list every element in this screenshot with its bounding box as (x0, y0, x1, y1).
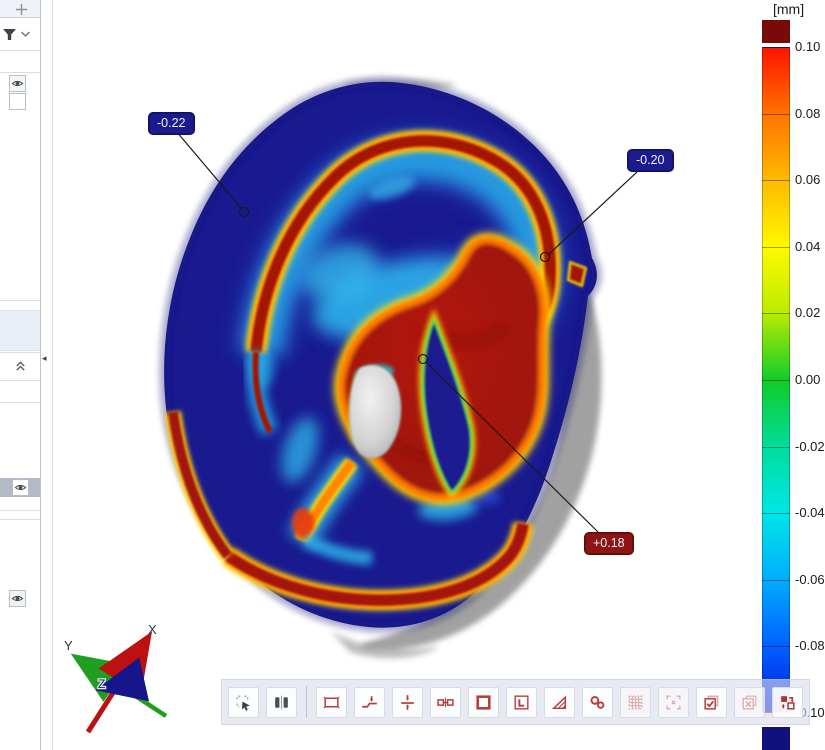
filter-dropdown-caret-icon[interactable] (21, 31, 30, 37)
viewport-divider (52, 0, 53, 750)
visibility-toggle[interactable] (9, 75, 26, 92)
legend-tick-label: 0.02 (795, 305, 821, 321)
rectangle-frame-button[interactable] (316, 686, 347, 718)
legend-unit-label: [mm] (773, 1, 805, 17)
legend-tick-line (762, 646, 790, 648)
thick-frame-button[interactable] (468, 686, 499, 718)
label-fit-arrows-button[interactable] (392, 686, 423, 718)
visibility-toggle[interactable] (11, 479, 29, 496)
add-button[interactable] (13, 1, 29, 17)
color-scale-legend: [mm] 0.10 0.08 0.06 0.04 0.02 0.00 -0.02 -0.04 -… (755, 0, 825, 750)
visibility-checkbox[interactable] (9, 93, 26, 110)
legend-tick-label: 0.06 (795, 172, 821, 188)
y-axis-arrow (70, 653, 168, 718)
legend-tick-line (762, 513, 790, 515)
legend-tick-line (762, 579, 790, 581)
sidebar-selected-row[interactable] (0, 478, 40, 497)
deviation-label[interactable]: -0.22 (148, 112, 195, 135)
legend-tick-label: 0.08 (795, 105, 821, 121)
legend-tick-label: -0.06 (795, 571, 825, 587)
legend-tick-label: -0.08 (795, 638, 825, 654)
color-scale-gradient[interactable] (762, 47, 790, 713)
z-axis-label: Z (98, 677, 105, 691)
y-axis-label: Y (64, 638, 73, 653)
panel-collapse-handle[interactable]: ◂ (42, 353, 47, 363)
ear-canal-hole (348, 364, 402, 459)
legend-tick-line (762, 446, 790, 448)
viewport-toolbar (221, 679, 810, 725)
x-axis-label: X (148, 622, 157, 637)
deviation-label[interactable]: -0.20 (627, 149, 674, 172)
stack-checked-button[interactable] (696, 686, 727, 718)
deviation-label[interactable]: +0.18 (584, 532, 634, 555)
label-to-surface-button[interactable] (354, 686, 385, 718)
legend-tick-line (762, 180, 790, 182)
filter-button[interactable] (2, 27, 17, 41)
legend-tick-label: -0.02 (795, 438, 825, 454)
axis-triad: X Y Z (64, 622, 168, 734)
legend-tick-label: -0.04 (795, 505, 825, 521)
clamp-sections-button[interactable] (430, 686, 461, 718)
expand-corners-button[interactable] (658, 686, 689, 718)
toolbar-divider (306, 686, 307, 718)
structure-sidebar (0, 0, 41, 750)
legend-frame-button[interactable] (506, 686, 537, 718)
legend-tick-line (762, 380, 790, 381)
sidebar-selection-band[interactable] (0, 310, 40, 351)
legend-tick-line (762, 246, 790, 248)
legend-tick-line (762, 113, 790, 115)
linked-circles-button[interactable] (582, 686, 613, 718)
collapse-group-button[interactable] (13, 358, 27, 372)
select-elements-button[interactable] (228, 686, 259, 718)
stack-crossed-button[interactable] (734, 686, 765, 718)
z-axis-arrow (95, 657, 150, 702)
angle-ruler-button[interactable] (544, 686, 575, 718)
legend-tick-label: 0.04 (795, 238, 821, 254)
legend-tick-label: 0.10 (795, 39, 821, 54)
grid-button[interactable] (620, 686, 651, 718)
legend-tick-line (762, 313, 790, 315)
legend-above-range-block (762, 20, 790, 43)
swap-transfer-button[interactable] (772, 686, 803, 718)
legend-below-range-block (762, 727, 790, 750)
split-compare-button[interactable] (266, 686, 297, 718)
legend-tick-label: 0.00 (795, 372, 821, 387)
visibility-toggle[interactable] (9, 590, 26, 607)
